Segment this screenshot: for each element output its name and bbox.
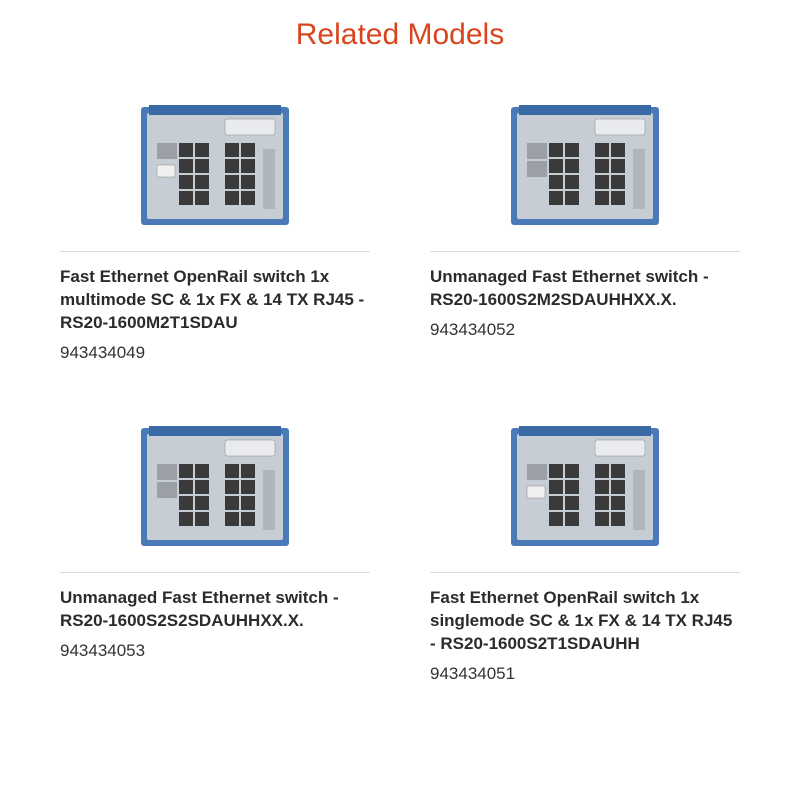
ethernet-switch-icon <box>135 420 295 555</box>
product-sku: 943434049 <box>60 343 370 363</box>
product-image <box>60 82 370 252</box>
product-sku: 943434051 <box>430 664 740 684</box>
product-card[interactable]: Fast Ethernet OpenRail switch 1x singlem… <box>430 403 740 684</box>
product-card[interactable]: Unmanaged Fast Ethernet switch - RS20-16… <box>60 403 370 684</box>
product-card[interactable]: Fast Ethernet OpenRail switch 1x multimo… <box>60 82 370 363</box>
ethernet-switch-icon <box>135 99 295 234</box>
product-image <box>430 82 740 252</box>
product-card[interactable]: Unmanaged Fast Ethernet switch - RS20-16… <box>430 82 740 363</box>
product-title: Unmanaged Fast Ethernet switch - RS20-16… <box>60 587 370 633</box>
ethernet-switch-icon <box>505 420 665 555</box>
section-heading: Related Models <box>60 18 740 52</box>
product-sku: 943434053 <box>60 641 370 661</box>
product-title: Fast Ethernet OpenRail switch 1x multimo… <box>60 266 370 335</box>
product-title: Unmanaged Fast Ethernet switch - RS20-16… <box>430 266 740 312</box>
product-image <box>60 403 370 573</box>
product-grid: Fast Ethernet OpenRail switch 1x multimo… <box>60 82 740 684</box>
ethernet-switch-icon <box>505 99 665 234</box>
product-image <box>430 403 740 573</box>
product-sku: 943434052 <box>430 320 740 340</box>
product-title: Fast Ethernet OpenRail switch 1x singlem… <box>430 587 740 656</box>
